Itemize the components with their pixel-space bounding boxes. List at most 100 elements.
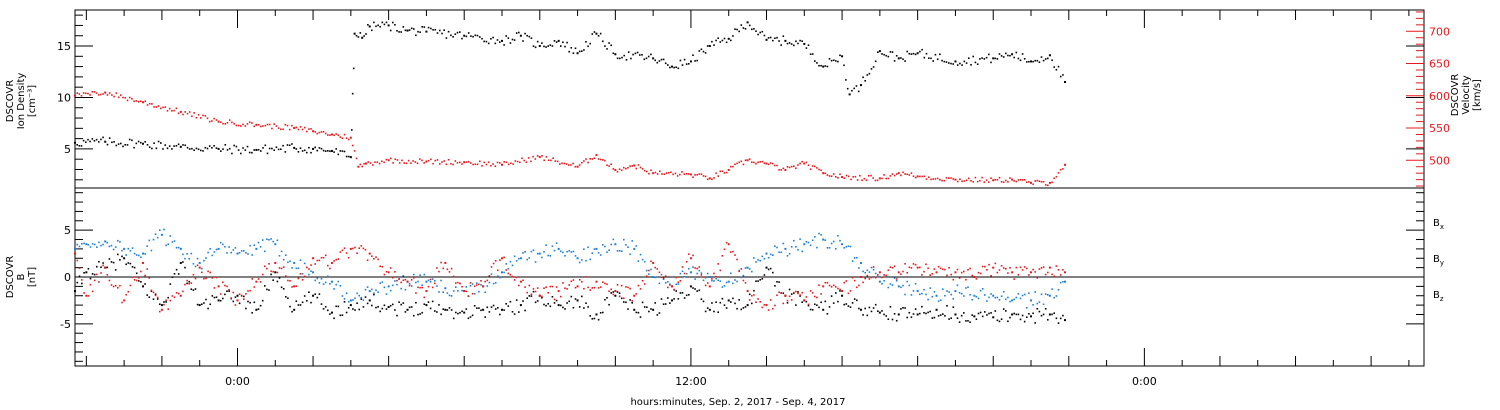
velocity-sample <box>310 128 312 130</box>
by-sample <box>259 246 262 248</box>
by-point <box>1064 280 1067 283</box>
bx-sample <box>669 302 671 304</box>
velocity-sample <box>95 92 98 94</box>
density-sample <box>589 42 591 45</box>
by-sample <box>436 285 438 287</box>
velocity-point <box>500 163 503 166</box>
bz-sample <box>921 274 923 276</box>
by-sample <box>1021 294 1024 297</box>
velocity-sample <box>452 163 454 166</box>
density-sample <box>505 35 507 37</box>
bz-sample <box>1013 278 1015 280</box>
by-sample <box>127 247 130 250</box>
bz-sample <box>902 270 904 273</box>
bx-sample <box>102 262 104 264</box>
bx-sample <box>352 308 354 310</box>
bz-sample <box>908 266 911 269</box>
bz-sample <box>465 290 468 293</box>
bx-sample <box>623 301 625 303</box>
bz-sample <box>507 272 510 275</box>
density-sample <box>930 57 932 60</box>
density-sample <box>1038 61 1041 63</box>
bx-sample <box>110 261 113 263</box>
bx-sample <box>421 311 423 314</box>
bx-sample <box>560 304 562 307</box>
bx-point <box>859 308 862 311</box>
velocity-sample <box>240 125 242 127</box>
by-sample <box>471 283 474 285</box>
bx-sample <box>627 308 629 310</box>
bx-sample <box>944 315 946 317</box>
by-sample <box>717 279 719 282</box>
density-sample <box>108 137 111 139</box>
bx-sample <box>692 287 694 289</box>
bz-sample <box>868 278 871 280</box>
bz-sample <box>276 271 279 274</box>
bx-sample <box>881 310 883 312</box>
bx-sample <box>238 302 241 305</box>
velocity-sample <box>706 178 709 181</box>
by-point <box>935 294 938 297</box>
velocity-sample <box>164 106 166 108</box>
density-sample <box>301 150 304 152</box>
by-sample <box>379 282 381 284</box>
velocity-sample <box>459 161 461 164</box>
density-sample <box>572 52 575 54</box>
velocity-sample <box>974 176 977 179</box>
velocity-sample <box>432 162 434 165</box>
velocity-sample <box>635 167 638 170</box>
bx-sample <box>656 314 659 316</box>
bz-sample <box>398 278 400 280</box>
by-point <box>916 290 919 293</box>
bx-sample <box>93 273 96 276</box>
bx-sample <box>744 306 747 308</box>
density-sample <box>597 35 600 37</box>
bz-sample <box>774 304 776 307</box>
density-point <box>671 65 674 68</box>
by-sample <box>643 260 646 263</box>
bx-sample <box>486 306 489 309</box>
density-sample <box>608 42 610 44</box>
velocity-sample <box>507 163 510 166</box>
by-sample <box>975 295 978 298</box>
by-sample <box>692 266 694 268</box>
velocity-sample <box>751 161 753 163</box>
bz-sample <box>801 291 803 294</box>
by-sample <box>125 254 127 256</box>
bz-sample <box>723 248 726 251</box>
bx-sample <box>473 305 476 307</box>
by-sample <box>295 267 298 270</box>
by-point <box>538 252 541 255</box>
bz-sample <box>450 267 453 270</box>
bx-sample <box>222 297 224 300</box>
velocity-sample <box>723 172 726 174</box>
bz-sample <box>473 285 476 288</box>
density-sample <box>157 140 160 143</box>
velocity-sample <box>565 163 568 165</box>
bx-sample <box>224 293 226 296</box>
bx-sample <box>167 296 169 299</box>
velocity-sample <box>485 163 488 166</box>
density-sample <box>128 138 131 141</box>
velocity-sample <box>385 158 388 161</box>
by-sample <box>801 250 803 253</box>
velocity-sample <box>807 164 810 166</box>
velocity-sample <box>700 173 703 175</box>
bx-point <box>179 261 182 264</box>
by-sample <box>494 282 497 284</box>
bz-sample <box>245 293 247 295</box>
by-sample <box>196 257 199 260</box>
by-sample <box>555 242 558 244</box>
by-sample <box>574 255 577 257</box>
bz-sample <box>971 274 973 277</box>
bx-sample <box>660 298 663 300</box>
by-sample <box>1032 304 1034 306</box>
by-sample <box>119 241 121 243</box>
bx-sample <box>234 296 237 298</box>
velocity-sample <box>262 125 264 127</box>
bx-sample <box>182 261 184 263</box>
by-sample <box>419 274 421 276</box>
density-sample <box>818 64 820 67</box>
bz-point <box>859 276 862 278</box>
velocity-sample <box>795 167 797 169</box>
